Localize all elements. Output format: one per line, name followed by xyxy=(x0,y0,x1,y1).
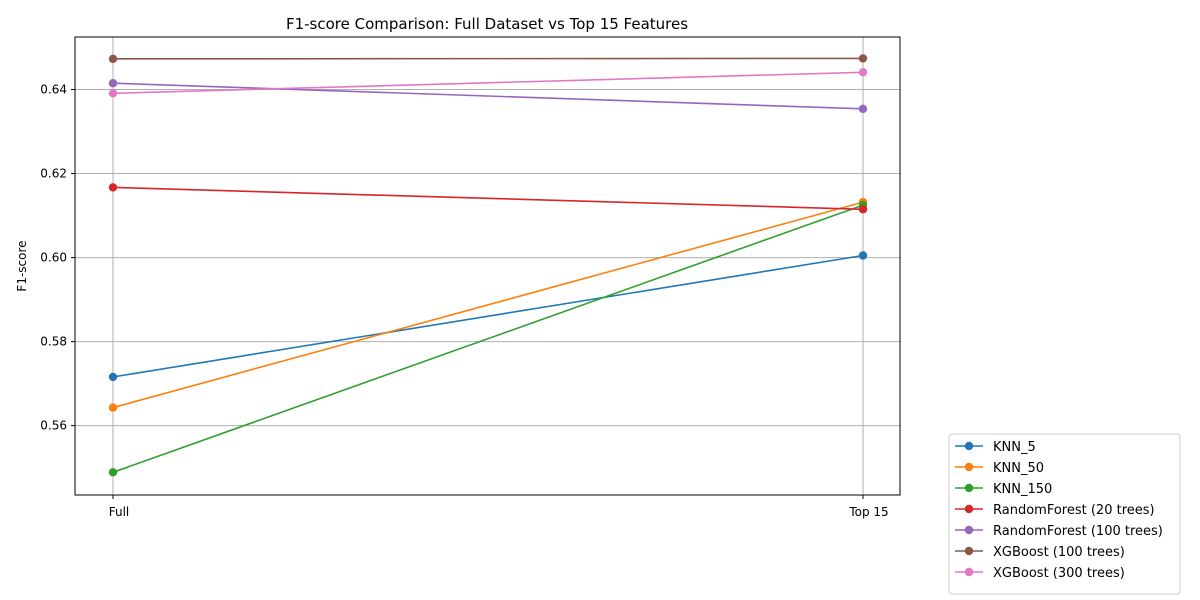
data-point xyxy=(108,89,118,98)
legend-marker xyxy=(964,483,974,493)
legend-marker xyxy=(964,504,974,514)
y-tick-label: 0.60 xyxy=(40,251,67,265)
legend-label: KNN_150 xyxy=(993,482,1052,497)
y-tick-label: 0.58 xyxy=(40,335,67,349)
legend-item[interactable]: KNN_5 xyxy=(955,440,1036,455)
data-point xyxy=(108,79,118,88)
y-tick-label: 0.64 xyxy=(40,83,67,97)
plot-frame xyxy=(74,36,901,496)
y-axis-label: F1-score xyxy=(15,240,29,291)
y-tick-label: 0.62 xyxy=(40,167,67,181)
legend-label: KNN_5 xyxy=(993,440,1036,455)
series-line xyxy=(112,186,864,211)
series-line xyxy=(112,204,864,474)
data-point xyxy=(108,372,118,382)
series-line xyxy=(112,82,864,110)
legend-item[interactable]: KNN_150 xyxy=(955,482,1052,497)
legend-box xyxy=(948,433,1181,595)
series-xgboost-300-trees xyxy=(108,68,868,98)
series-layer xyxy=(108,54,868,477)
x-axis: Full Top 15 xyxy=(109,495,889,519)
series-line xyxy=(112,71,864,95)
data-point xyxy=(858,54,868,63)
legend[interactable]: KNN_5 KNN_50 KNN_150 RandomForest (20 trees… xyxy=(948,433,1181,595)
legend-item[interactable]: XGBoost (100 trees) xyxy=(955,545,1125,560)
series-knn-5 xyxy=(108,251,868,382)
series-xgboost-100-trees xyxy=(108,54,868,64)
series-randomforest-20-trees xyxy=(108,183,868,214)
data-point xyxy=(858,68,868,77)
legend-label: RandomForest (100 trees) xyxy=(993,524,1163,539)
x-tick-label: Full xyxy=(109,505,130,519)
legend-marker xyxy=(964,441,974,451)
legend-item[interactable]: KNN_50 xyxy=(955,461,1044,476)
data-point xyxy=(108,54,118,64)
data-point xyxy=(108,183,118,192)
data-point xyxy=(858,205,868,214)
legend-label: RandomForest (20 trees) xyxy=(993,503,1155,518)
legend-label: XGBoost (300 trees) xyxy=(993,566,1125,581)
legend-marker xyxy=(964,462,974,472)
series-knn-50 xyxy=(108,197,868,412)
legend-label: XGBoost (100 trees) xyxy=(993,545,1125,560)
series-knn-150 xyxy=(108,200,868,477)
series-randomforest-100-trees xyxy=(108,79,868,114)
legend-marker xyxy=(964,525,974,535)
x-tick-label: Top 15 xyxy=(848,505,888,519)
grid xyxy=(75,37,900,495)
legend-item[interactable]: XGBoost (300 trees) xyxy=(955,566,1125,581)
legend-marker xyxy=(964,546,974,556)
chart-title: F1-score Comparison: Full Dataset vs Top… xyxy=(286,15,688,33)
data-point xyxy=(858,251,868,260)
data-point xyxy=(108,403,118,412)
legend-label: KNN_50 xyxy=(993,461,1044,476)
legend-marker xyxy=(964,567,974,577)
data-point xyxy=(858,104,868,114)
data-point xyxy=(108,468,118,477)
y-axis: 0.56 0.58 0.60 0.62 0.64 xyxy=(40,83,75,433)
series-line xyxy=(112,201,864,409)
legend-item[interactable]: RandomForest (20 trees) xyxy=(955,503,1155,518)
series-line xyxy=(112,254,864,378)
legend-item[interactable]: RandomForest (100 trees) xyxy=(955,524,1163,539)
y-tick-label: 0.56 xyxy=(40,419,67,433)
